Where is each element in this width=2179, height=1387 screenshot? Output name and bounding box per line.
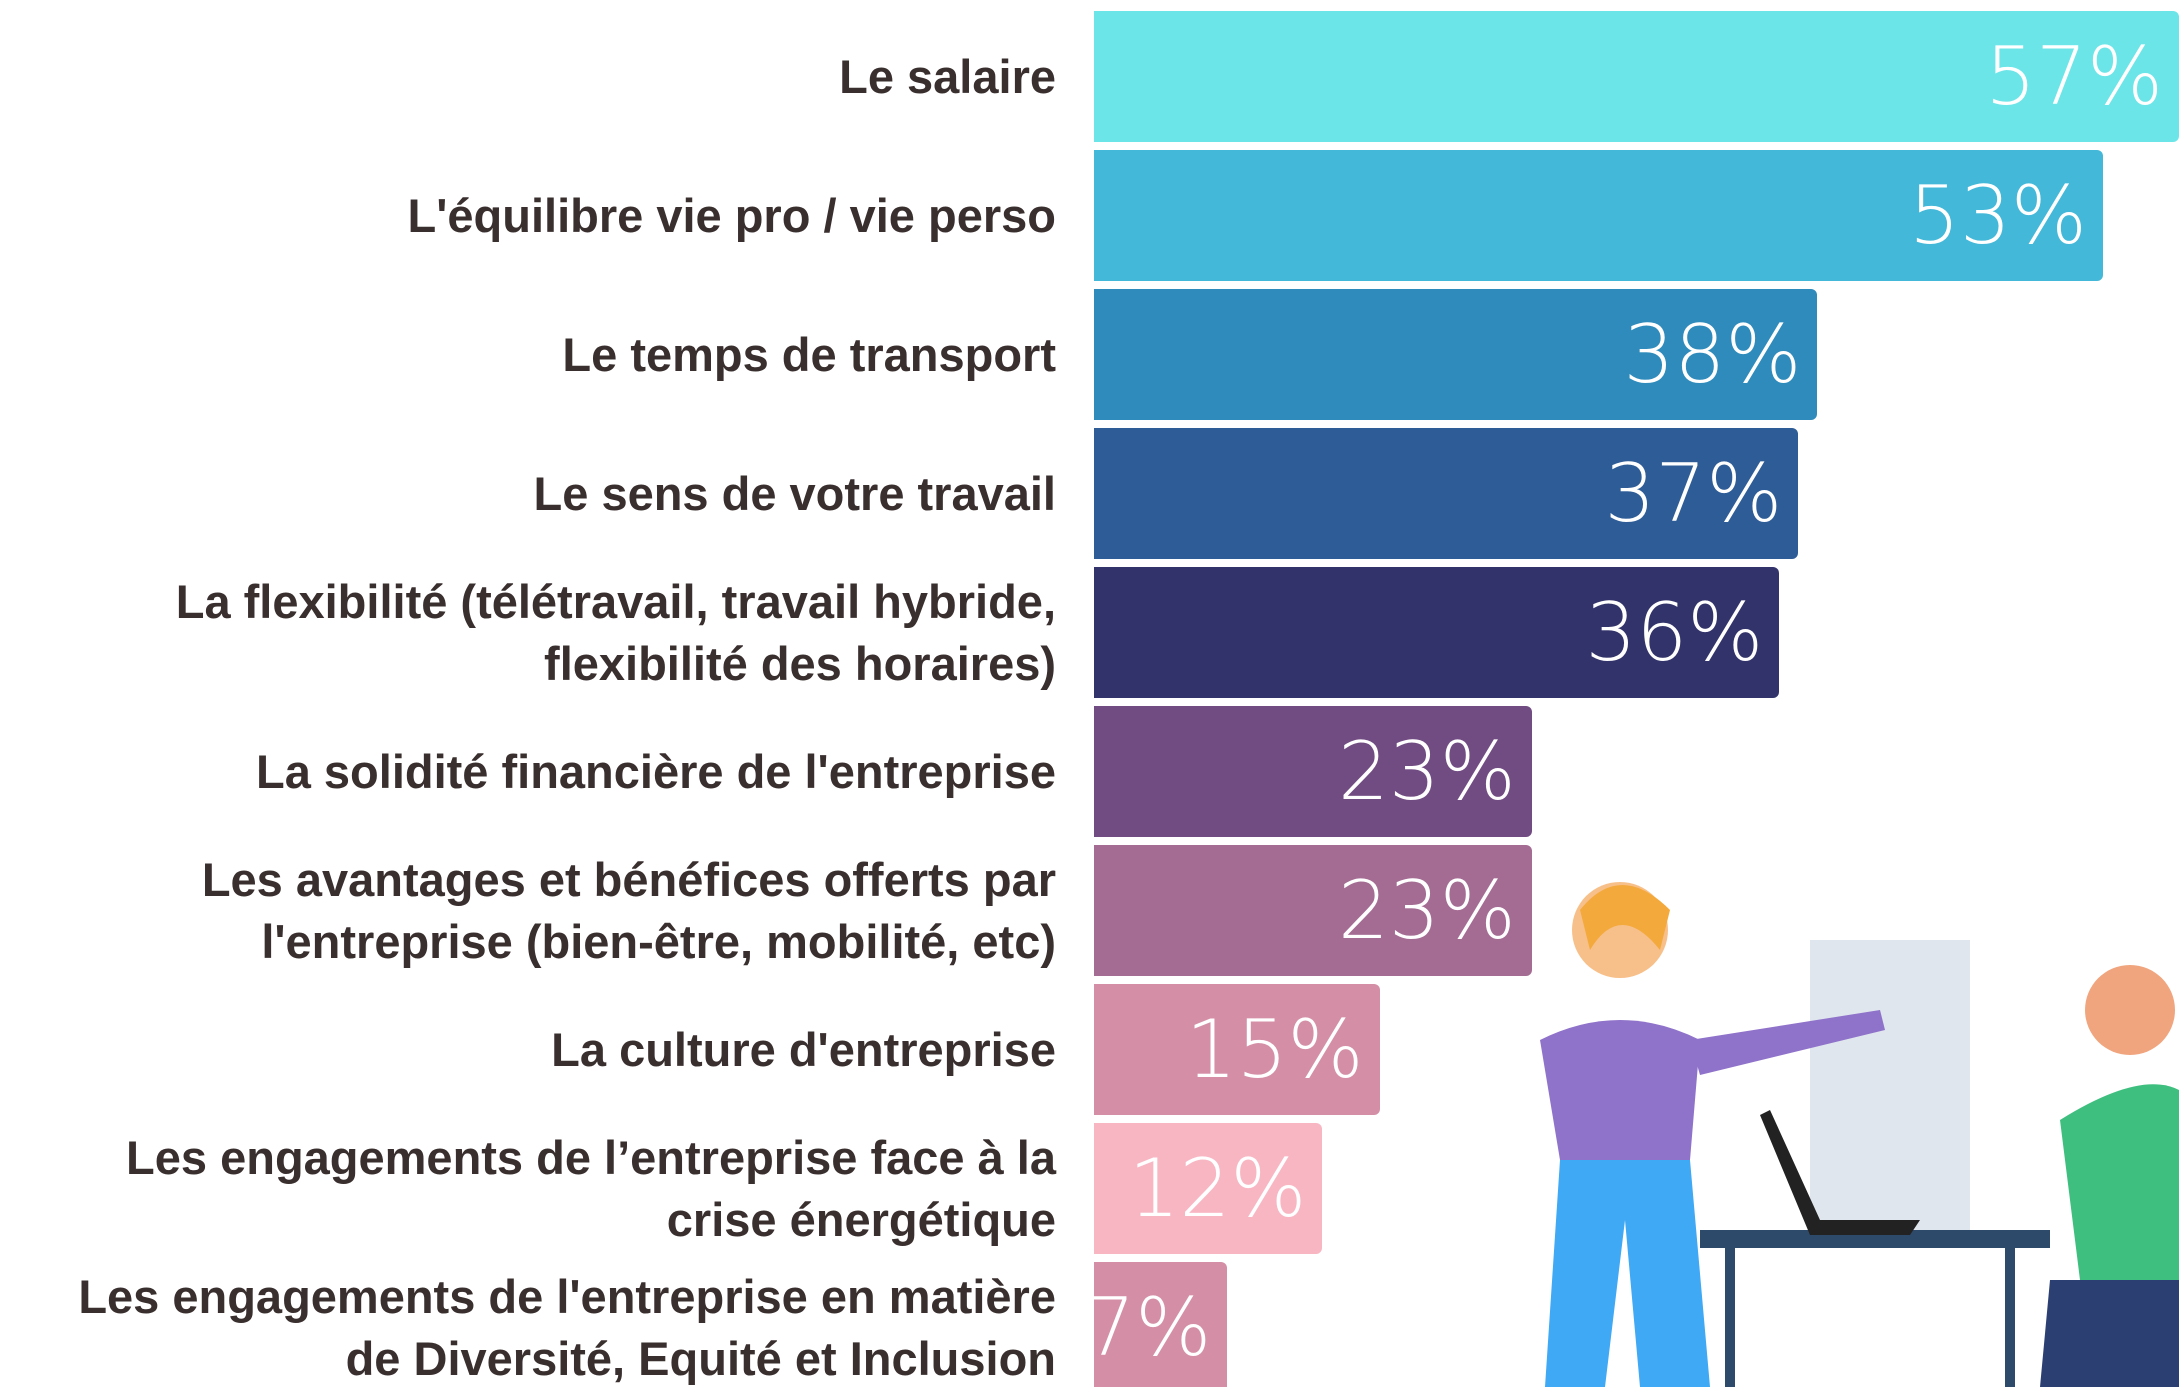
value-label: 23% bbox=[1094, 706, 1516, 837]
value-label: 53% bbox=[1094, 150, 2087, 281]
jeans bbox=[1545, 1160, 1710, 1387]
category-label: Les avantages et bénéfices offerts par l… bbox=[16, 845, 1056, 976]
chart: Le salaire 57% L'équilibre vie pro / vie p… bbox=[0, 0, 2179, 1387]
value-label: 57% bbox=[1094, 11, 2163, 142]
category-label: Le sens de votre travail bbox=[16, 428, 1056, 559]
category-label: Le salaire bbox=[16, 11, 1056, 142]
value-label: 12% bbox=[1094, 1123, 1306, 1254]
value-label: 7% bbox=[1094, 1262, 1211, 1387]
category-label: L'équilibre vie pro / vie perso bbox=[16, 150, 1056, 281]
shorts bbox=[2040, 1280, 2179, 1387]
shirt bbox=[2060, 1084, 2179, 1280]
category-label: La flexibilité (télétravail, travail hyb… bbox=[16, 567, 1056, 698]
shirt bbox=[1540, 1020, 1700, 1160]
value-label: 36% bbox=[1094, 567, 1763, 698]
value-label: 37% bbox=[1094, 428, 1782, 559]
category-label: Le temps de transport bbox=[16, 289, 1056, 420]
category-label: Les engagements de l’entreprise face à l… bbox=[16, 1123, 1056, 1254]
illustration bbox=[1440, 860, 2179, 1387]
category-label: Les engagements de l'entreprise en matiè… bbox=[16, 1262, 1056, 1387]
head bbox=[2085, 965, 2175, 1055]
paper-stack bbox=[1810, 940, 1970, 1240]
category-label: La solidité financière de l'entreprise bbox=[16, 706, 1056, 837]
value-label: 38% bbox=[1094, 289, 1801, 420]
category-label: La culture d'entreprise bbox=[16, 984, 1056, 1115]
value-label: 15% bbox=[1094, 984, 1364, 1115]
value-label: 23% bbox=[1094, 845, 1516, 976]
